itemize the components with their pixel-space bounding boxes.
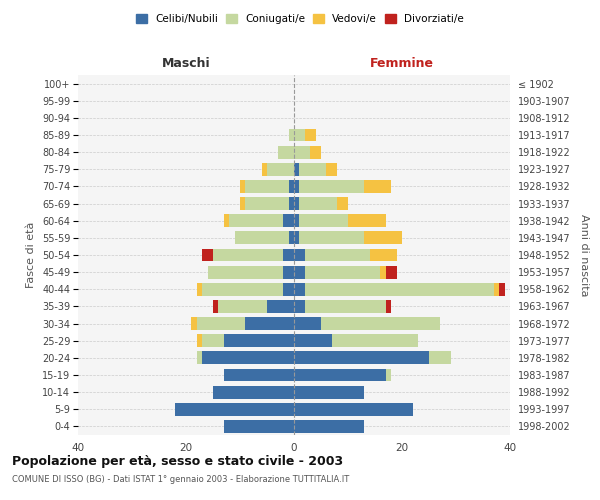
Bar [262, 163, 267, 175]
Bar [224, 368, 294, 382]
Bar [224, 420, 294, 433]
Y-axis label: Fasce di età: Fasce di età [26, 222, 37, 288]
Bar [364, 180, 391, 193]
Bar [299, 214, 348, 227]
Bar [289, 232, 294, 244]
Bar [294, 300, 305, 313]
Bar [267, 163, 294, 175]
Bar [229, 214, 283, 227]
Bar [175, 403, 294, 415]
Bar [294, 403, 413, 415]
Bar [364, 232, 402, 244]
Bar [294, 368, 386, 382]
Bar [294, 180, 299, 193]
Bar [305, 300, 386, 313]
Bar [299, 232, 364, 244]
Bar [386, 368, 391, 382]
Bar [289, 180, 294, 193]
Text: Maschi: Maschi [161, 57, 211, 70]
Bar [208, 266, 283, 278]
Bar [337, 197, 348, 210]
Bar [305, 248, 370, 262]
Bar [197, 334, 202, 347]
Bar [294, 197, 299, 210]
Bar [294, 232, 299, 244]
Bar [202, 283, 283, 296]
Bar [294, 386, 364, 398]
Bar [213, 300, 218, 313]
Bar [218, 300, 267, 313]
Bar [197, 317, 245, 330]
Bar [499, 283, 505, 296]
Bar [283, 283, 294, 296]
Bar [294, 334, 332, 347]
Bar [191, 317, 197, 330]
Bar [294, 146, 310, 158]
Bar [283, 214, 294, 227]
Bar [245, 317, 294, 330]
Bar [240, 197, 245, 210]
Bar [299, 180, 364, 193]
Bar [240, 180, 245, 193]
Bar [305, 266, 380, 278]
Bar [294, 420, 364, 433]
Bar [305, 128, 316, 141]
Bar [289, 197, 294, 210]
Bar [224, 214, 229, 227]
Bar [202, 334, 224, 347]
Bar [294, 266, 305, 278]
Bar [245, 197, 289, 210]
Bar [299, 163, 326, 175]
Bar [348, 214, 386, 227]
Bar [370, 248, 397, 262]
Bar [278, 146, 294, 158]
Bar [380, 266, 386, 278]
Bar [283, 266, 294, 278]
Bar [294, 248, 305, 262]
Bar [294, 283, 305, 296]
Text: Popolazione per età, sesso e stato civile - 2003: Popolazione per età, sesso e stato civil… [12, 455, 343, 468]
Bar [321, 317, 440, 330]
Bar [289, 128, 294, 141]
Bar [386, 300, 391, 313]
Bar [197, 352, 202, 364]
Bar [267, 300, 294, 313]
Bar [386, 266, 397, 278]
Bar [202, 352, 294, 364]
Bar [299, 197, 337, 210]
Bar [213, 386, 294, 398]
Bar [213, 248, 283, 262]
Text: Femmine: Femmine [370, 57, 434, 70]
Bar [294, 317, 321, 330]
Text: COMUNE DI ISSO (BG) - Dati ISTAT 1° gennaio 2003 - Elaborazione TUTTITALIA.IT: COMUNE DI ISSO (BG) - Dati ISTAT 1° genn… [12, 475, 349, 484]
Bar [326, 163, 337, 175]
Bar [224, 334, 294, 347]
Bar [332, 334, 418, 347]
Bar [294, 214, 299, 227]
Bar [202, 248, 213, 262]
Bar [235, 232, 289, 244]
Legend: Celibi/Nubili, Coniugati/e, Vedovi/e, Divorziati/e: Celibi/Nubili, Coniugati/e, Vedovi/e, Di… [132, 10, 468, 29]
Bar [294, 352, 429, 364]
Bar [283, 248, 294, 262]
Bar [245, 180, 289, 193]
Bar [294, 128, 305, 141]
Y-axis label: Anni di nascita: Anni di nascita [579, 214, 589, 296]
Bar [305, 283, 494, 296]
Bar [429, 352, 451, 364]
Bar [197, 283, 202, 296]
Bar [294, 163, 299, 175]
Bar [494, 283, 499, 296]
Bar [310, 146, 321, 158]
